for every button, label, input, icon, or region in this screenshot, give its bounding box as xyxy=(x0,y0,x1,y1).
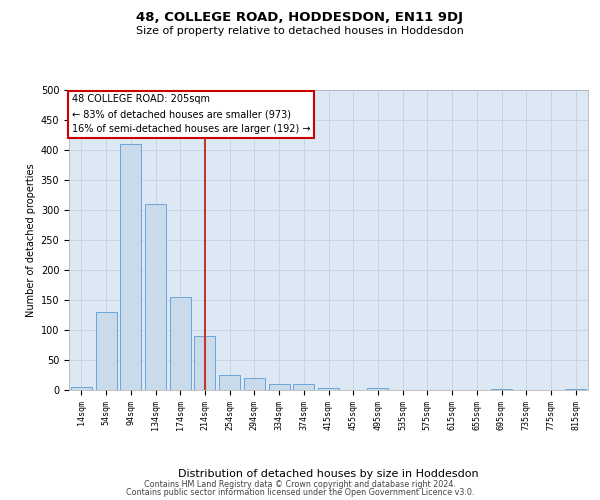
Bar xyxy=(71,387,92,390)
Y-axis label: Number of detached properties: Number of detached properties xyxy=(26,163,37,317)
Text: Contains public sector information licensed under the Open Government Licence v3: Contains public sector information licen… xyxy=(126,488,474,497)
Text: Size of property relative to detached houses in Hoddesdon: Size of property relative to detached ho… xyxy=(136,26,464,36)
Bar xyxy=(244,378,265,390)
Bar xyxy=(269,384,290,390)
Bar xyxy=(219,375,240,390)
Text: 48 COLLEGE ROAD: 205sqm
← 83% of detached houses are smaller (973)
16% of semi-d: 48 COLLEGE ROAD: 205sqm ← 83% of detache… xyxy=(71,94,310,134)
Bar xyxy=(120,144,141,390)
Text: Contains HM Land Registry data © Crown copyright and database right 2024.: Contains HM Land Registry data © Crown c… xyxy=(144,480,456,489)
Text: 48, COLLEGE ROAD, HODDESDON, EN11 9DJ: 48, COLLEGE ROAD, HODDESDON, EN11 9DJ xyxy=(137,11,464,24)
Bar xyxy=(194,336,215,390)
Bar xyxy=(145,204,166,390)
Bar xyxy=(367,388,388,390)
Bar xyxy=(170,297,191,390)
Bar xyxy=(318,388,339,390)
Bar xyxy=(293,384,314,390)
Bar xyxy=(95,312,116,390)
X-axis label: Distribution of detached houses by size in Hoddesdon: Distribution of detached houses by size … xyxy=(178,468,479,478)
Bar xyxy=(491,389,512,390)
